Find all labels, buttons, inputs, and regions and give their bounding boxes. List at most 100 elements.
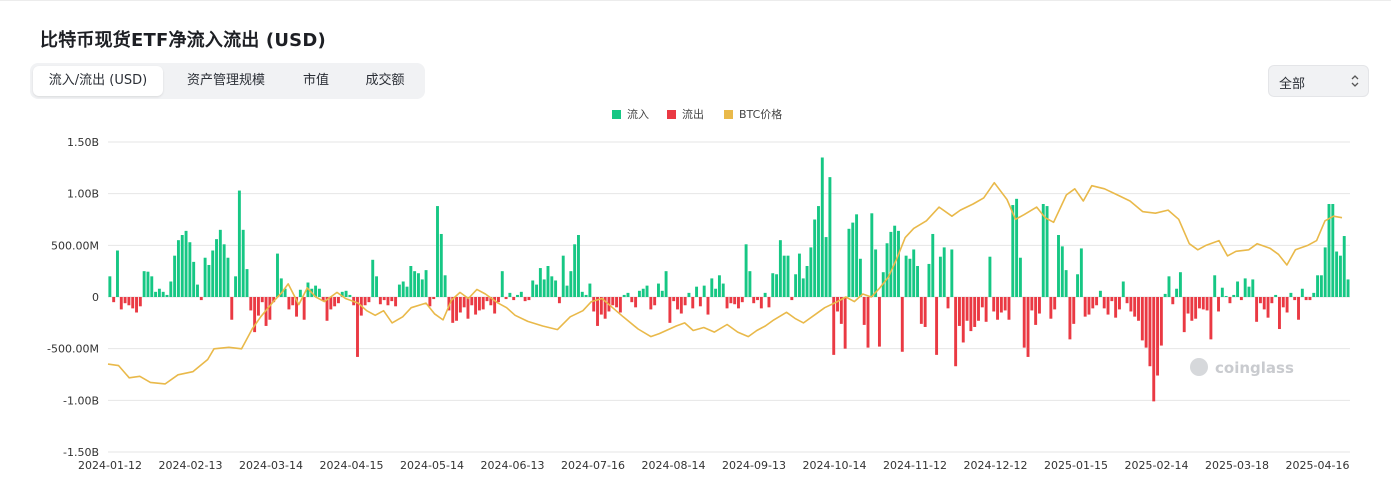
inflow-bar: [276, 253, 279, 297]
outflow-bar: [485, 297, 489, 302]
inflow-bar: [1236, 281, 1240, 297]
inflow-bar: [542, 279, 546, 297]
inflow-bar: [1247, 286, 1251, 297]
outflow-bar: [1129, 297, 1133, 312]
inflow-bar: [1011, 205, 1015, 297]
inflow-bar: [180, 235, 184, 297]
outflow-bar: [756, 297, 759, 301]
outflow-bar: [698, 297, 702, 307]
inflow-bar: [531, 280, 535, 297]
outflow-bar: [1068, 297, 1072, 340]
outflow-bar: [260, 297, 264, 303]
inflow-bar: [237, 190, 241, 297]
outflow-bar: [1285, 297, 1289, 313]
outflow-bar: [1308, 297, 1312, 301]
outflow-bar: [999, 297, 1003, 313]
x-tick-label: 2025-02-14: [1125, 459, 1189, 472]
inflow-bar: [637, 290, 641, 297]
outflow-bar: [634, 297, 638, 308]
legend-swatch: [724, 110, 733, 119]
x-tick-label: 2024-12-12: [964, 459, 1028, 472]
outflow-bar: [767, 297, 771, 308]
inflow-bar: [657, 283, 660, 297]
outflow-bar: [428, 297, 432, 307]
outflow-bar: [504, 297, 508, 300]
inflow-bar: [420, 279, 424, 297]
outflow-bar: [832, 297, 836, 355]
outflow-bar: [1003, 297, 1007, 311]
outflow-bar: [1152, 297, 1156, 402]
outflow-bar: [291, 297, 295, 306]
x-tick-label: 2024-07-16: [561, 459, 625, 472]
inflow-bar: [108, 276, 112, 297]
outflow-bar: [1133, 297, 1137, 317]
outflow-bar: [135, 297, 138, 313]
inflow-bar: [931, 233, 935, 297]
outflow-bar: [1007, 297, 1011, 320]
outflow-bar: [470, 297, 474, 306]
outflow-bar: [489, 297, 493, 306]
inflow-bar: [622, 294, 626, 297]
inflow-bar: [222, 244, 226, 297]
inflow-bar: [176, 240, 180, 297]
inflow-bar: [173, 255, 177, 297]
inflow-bar: [565, 285, 569, 297]
outflow-bar: [877, 297, 881, 347]
outflow-bar: [1159, 297, 1163, 346]
inflow-bar: [439, 233, 443, 297]
outflow-bar: [1198, 297, 1201, 309]
time-range-select[interactable]: 全部: [1268, 65, 1369, 97]
outflow-bar: [862, 297, 866, 325]
tab-aum[interactable]: 资产管理规模: [186, 73, 265, 88]
y-tick-label: -1.00B: [63, 394, 99, 407]
inflow-bar: [938, 256, 942, 297]
outflow-bar: [1030, 297, 1034, 311]
outflow-bar: [1201, 297, 1205, 310]
outflow-bar: [596, 297, 599, 326]
x-tick-label: 2025-04-16: [1286, 459, 1350, 472]
inflow-bar: [165, 294, 169, 297]
inflow-bar: [858, 258, 862, 297]
outflow-bar: [691, 297, 695, 309]
watermark-text: coinglass: [1215, 359, 1294, 377]
outflow-bar: [1034, 297, 1038, 325]
inflow-bar: [207, 264, 211, 297]
inflow-bar: [1178, 272, 1182, 297]
outflow-bar: [1262, 297, 1266, 310]
inflow-bar: [1327, 204, 1331, 297]
outflow-bar: [432, 297, 436, 300]
inflow-bar: [1045, 206, 1049, 297]
inflow-bar: [1346, 279, 1350, 297]
outflow-bar: [672, 297, 676, 302]
tab-volume[interactable]: 成交额: [365, 73, 405, 88]
inflow-bar: [1289, 292, 1293, 297]
inflow-bar: [577, 235, 580, 297]
outflow-bar: [973, 297, 977, 327]
outflow-bar: [1125, 297, 1129, 304]
outflow-bar: [256, 297, 260, 316]
x-tick-label: 2024-03-14: [239, 459, 303, 472]
outflow-bar: [843, 297, 847, 349]
outflow-bar: [378, 297, 382, 305]
outflow-bar: [1209, 297, 1213, 340]
outflow-bar: [123, 297, 127, 304]
top-divider: [0, 0, 1391, 5]
inflow-bar: [1232, 294, 1236, 297]
outflow-bar: [1278, 297, 1281, 330]
inflow-bar: [1338, 255, 1342, 297]
inflow-bar: [885, 243, 889, 297]
inflow-bar: [1060, 246, 1064, 297]
tab-inflow-outflow[interactable]: 流入/流出 (USD): [33, 66, 163, 96]
inflow-bar: [443, 275, 447, 297]
outflow-bar: [1137, 297, 1140, 321]
outflow-bar: [790, 297, 794, 301]
inflow-bar: [687, 292, 691, 297]
inflow-bar: [234, 276, 238, 297]
outflow-bar: [302, 297, 306, 320]
tab-market-cap[interactable]: 市值: [302, 73, 329, 88]
y-axis: 1.50B 1.00B 500.00M 0 -500.00M -1.00B -1.50B: [47, 136, 99, 459]
outflow-bar: [992, 297, 996, 312]
inflow-bar: [188, 242, 192, 297]
btc-price-line: [107, 181, 1343, 385]
flow-bars: [108, 157, 1350, 402]
